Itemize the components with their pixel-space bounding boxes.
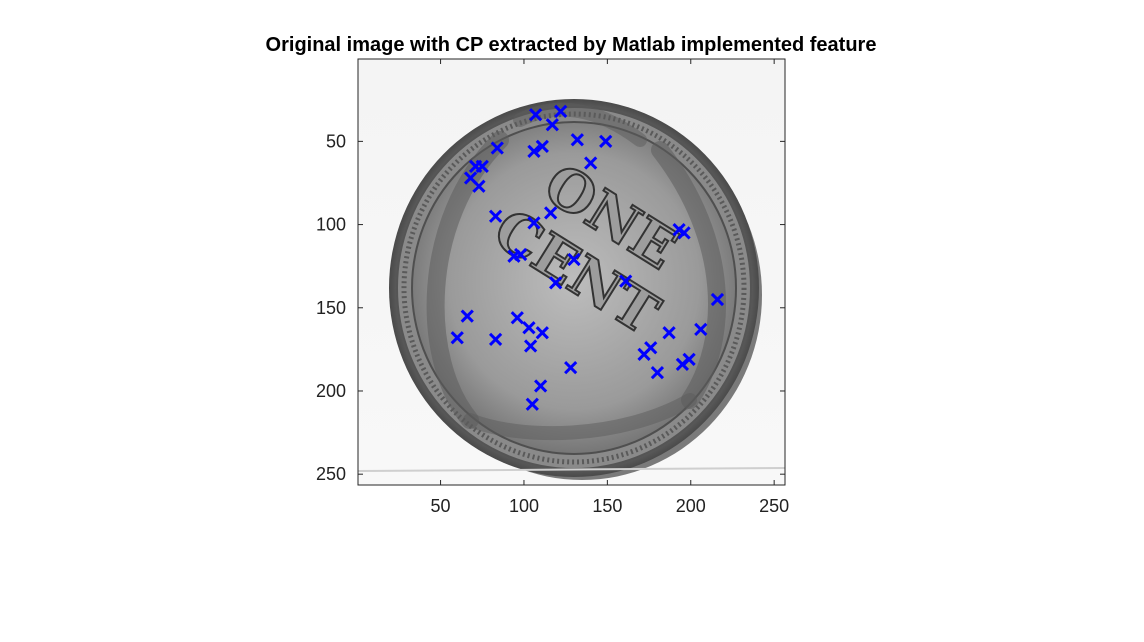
control-point-marker xyxy=(488,332,503,347)
control-point-marker xyxy=(637,347,651,361)
control-point-marker xyxy=(677,226,691,240)
axis-ticks xyxy=(358,59,785,485)
x-tick-label: 50 xyxy=(431,496,451,516)
control-point-marker xyxy=(694,322,708,337)
coin-image: ONE CENT xyxy=(358,59,785,485)
control-point-marker xyxy=(535,326,549,340)
axes-box xyxy=(357,58,786,486)
control-point-marker xyxy=(450,331,464,345)
control-point-marker xyxy=(468,159,483,173)
x-tick-label: 100 xyxy=(509,496,539,516)
control-point-marker xyxy=(567,252,581,267)
y-tick-label: 100 xyxy=(316,215,346,235)
axis-tick-labels: 50 100 150 200 250 50 100 150 200 250 xyxy=(316,131,789,516)
control-point-markers xyxy=(450,104,725,411)
control-point-marker xyxy=(544,206,558,220)
control-point-marker xyxy=(460,309,474,323)
control-point-marker xyxy=(522,321,536,335)
control-point-marker xyxy=(510,311,524,325)
control-point-marker xyxy=(488,209,503,223)
control-point-marker xyxy=(549,276,563,290)
chart-title: Original image with CP extracted by Matl… xyxy=(266,34,877,56)
control-point-marker xyxy=(564,361,578,375)
y-tick-label: 250 xyxy=(316,464,346,484)
x-tick-label: 150 xyxy=(592,496,622,516)
control-point-marker xyxy=(527,144,541,158)
control-point-marker xyxy=(619,274,633,288)
control-point-marker xyxy=(525,397,539,411)
control-point-marker xyxy=(662,326,676,340)
control-point-marker xyxy=(554,104,568,119)
control-point-marker xyxy=(584,156,598,170)
control-point-marker xyxy=(650,366,665,380)
control-point-marker xyxy=(472,179,486,193)
control-point-marker xyxy=(507,249,521,263)
control-point-marker xyxy=(534,379,548,393)
control-point-marker xyxy=(710,292,725,307)
x-tick-label: 200 xyxy=(676,496,706,516)
control-point-marker xyxy=(535,139,549,153)
control-point-marker xyxy=(570,133,584,147)
control-point-marker xyxy=(490,141,504,155)
control-point-marker xyxy=(599,134,613,148)
y-tick-label: 200 xyxy=(316,381,346,401)
control-point-marker xyxy=(524,339,538,353)
x-tick-label: 250 xyxy=(759,496,789,516)
control-point-marker xyxy=(527,216,541,230)
control-point-marker xyxy=(545,118,559,132)
y-tick-label: 150 xyxy=(316,298,346,318)
control-point-marker xyxy=(682,352,696,366)
control-point-marker xyxy=(529,108,543,122)
y-tick-label: 50 xyxy=(326,131,346,151)
